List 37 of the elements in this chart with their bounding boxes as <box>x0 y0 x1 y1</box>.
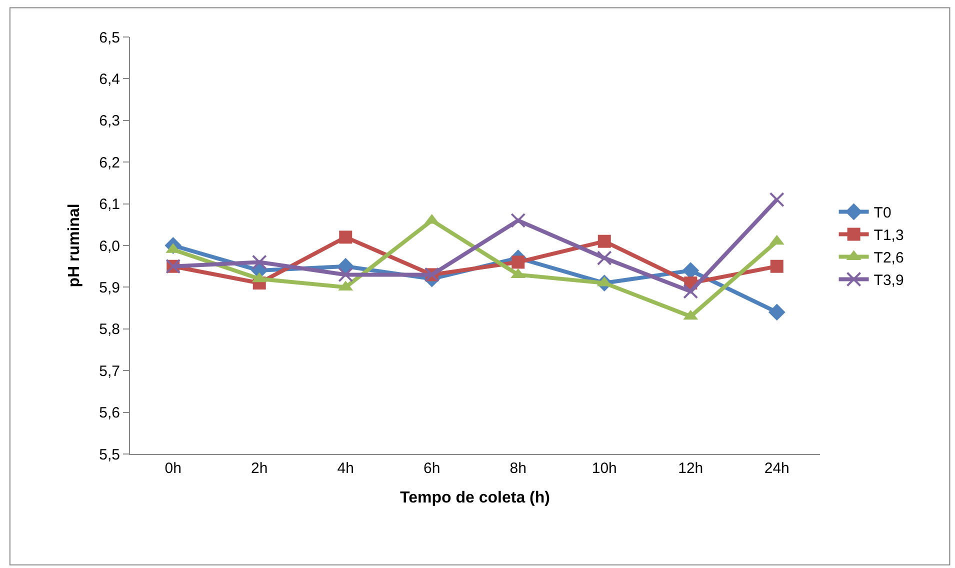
point <box>338 267 354 282</box>
point <box>512 256 525 269</box>
legend-label: T0 <box>874 204 892 222</box>
y-tick-label: 5,7 <box>99 362 120 380</box>
x-tick-label: 10h <box>592 460 617 477</box>
y-tick-label: 6,1 <box>99 196 120 214</box>
point <box>768 304 786 321</box>
x-tick-label: 24h <box>764 460 790 477</box>
y-tick-label: 5,5 <box>99 446 120 464</box>
x-tick-label: 6h <box>424 460 440 477</box>
y-axis-title: pH ruminal <box>66 204 84 288</box>
legend-label: T2,6 <box>874 250 904 267</box>
point <box>683 284 698 299</box>
point <box>510 212 526 228</box>
y-tick-label: 6,2 <box>99 154 120 172</box>
x-tick-label: 12h <box>678 460 704 477</box>
point <box>770 260 784 273</box>
y-tick-label: 6,0 <box>99 238 120 255</box>
point <box>598 234 611 248</box>
legend-label: T1,3 <box>874 227 904 244</box>
point <box>252 254 267 270</box>
legend-label: T3,9 <box>874 272 904 290</box>
x-tick-label: 0h <box>164 460 182 477</box>
y-tick-label: 5,8 <box>99 321 120 338</box>
x-tick-label: 4h <box>337 460 354 477</box>
point <box>769 192 784 208</box>
y-tick-label: 6,5 <box>99 29 120 46</box>
point <box>596 250 612 266</box>
y-tick-label: 5,6 <box>99 404 120 422</box>
y-tick-label: 6,4 <box>99 70 120 88</box>
y-tick-label: 5,9 <box>99 279 120 296</box>
point <box>682 262 700 279</box>
x-tick-label: 8h <box>510 460 526 477</box>
point <box>339 230 352 244</box>
x-axis-title: Tempo de coleta (h) <box>400 490 550 507</box>
y-tick-label: 6,3 <box>99 112 120 130</box>
x-tick-label: 2h <box>251 460 268 477</box>
